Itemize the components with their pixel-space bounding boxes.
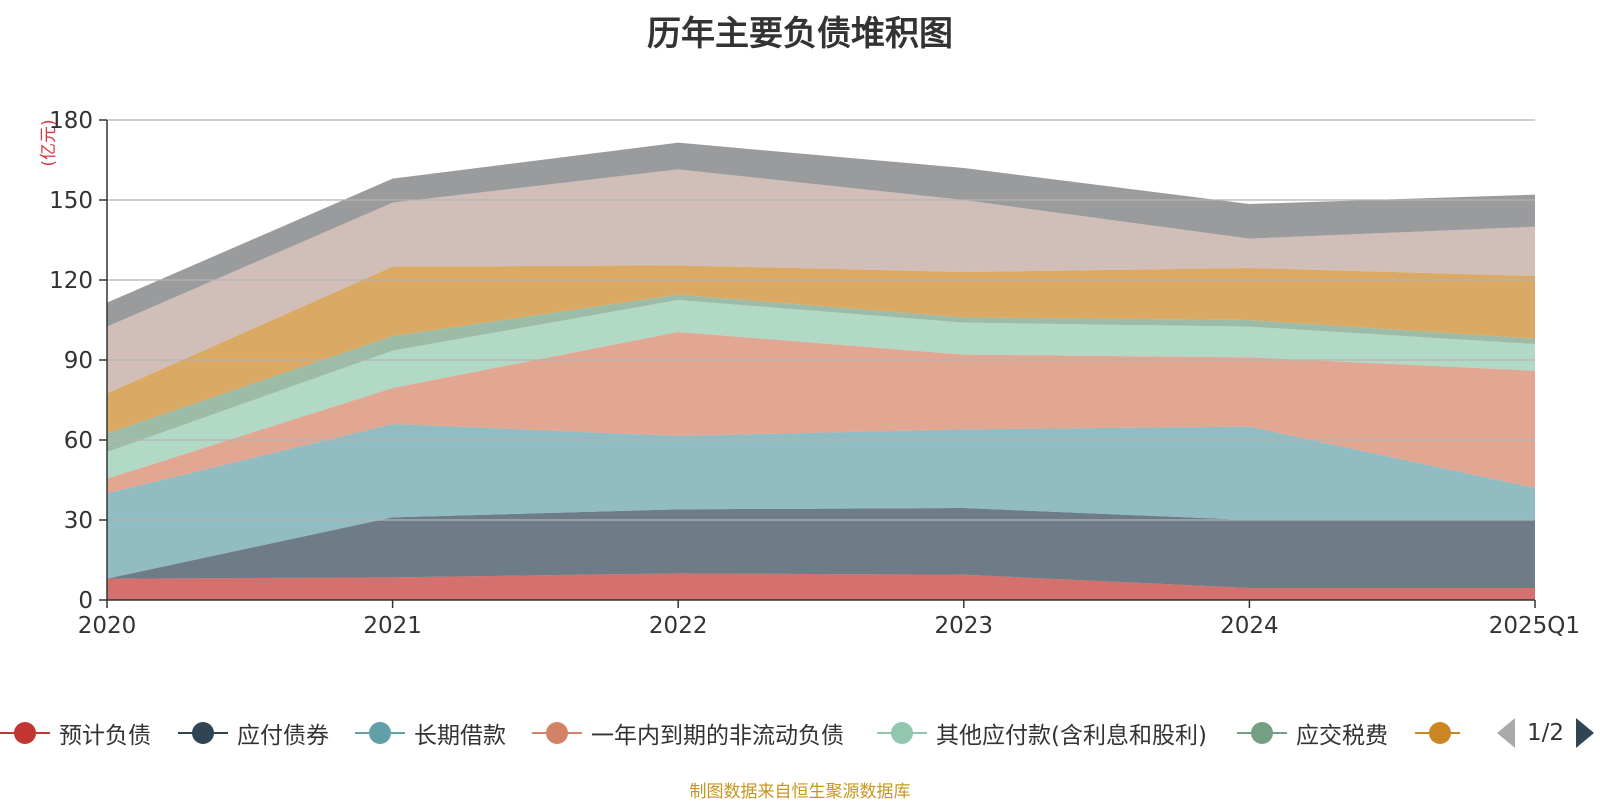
legend-symbol-icon [1237, 718, 1287, 748]
legend-label: 应交税费 [1296, 723, 1388, 749]
x-tick-label: 2024 [1220, 613, 1279, 639]
area-series-4[interactable] [107, 332, 1535, 494]
x-tick-label: 2020 [78, 613, 137, 639]
legend-symbol-icon [178, 718, 228, 748]
area-series-9[interactable] [107, 142, 1535, 327]
x-tick-label: 2023 [935, 613, 994, 639]
legend-symbol-icon [1415, 718, 1460, 748]
x-tick-label: 2021 [363, 613, 422, 639]
legend-symbol-icon [877, 718, 927, 748]
y-tick-label: 90 [64, 348, 93, 374]
y-tick-label: 60 [64, 428, 93, 454]
area-series-2[interactable] [107, 508, 1535, 588]
legend-symbol-icon [0, 718, 50, 748]
area-series-5[interactable] [107, 300, 1535, 479]
area-series-3[interactable] [107, 424, 1535, 579]
legend-item[interactable]: 其他应付款(含利息和股利) [877, 713, 1207, 753]
legend-symbol-icon [355, 718, 405, 748]
data-source-note: 制图数据来自恒生聚源数据库 [689, 782, 911, 802]
area-series-7[interactable] [107, 265, 1535, 434]
area-series-8[interactable] [107, 169, 1535, 394]
legend-page-indicator: 1/2 [1527, 720, 1565, 746]
area-series-6[interactable] [107, 294, 1535, 452]
y-tick-label: 0 [78, 588, 93, 614]
legend-label: 一年内到期的非流动负债 [591, 723, 844, 749]
y-tick-label: 30 [64, 508, 93, 534]
legend-label: 应付债券 [237, 723, 329, 749]
x-tick-label: 2025Q1 [1489, 613, 1580, 639]
stacked-area-chart: 0 30 60 90 120 150 180 2020 2021 2022 2023 2024 2025… [49, 108, 1580, 639]
legend-prev-page-icon[interactable] [1497, 718, 1515, 748]
y-tick-label: 150 [49, 188, 93, 214]
legend-label: 其他应付款(含利息和股利) [936, 723, 1207, 749]
area-series-1[interactable] [107, 573, 1535, 600]
legend-item[interactable]: 应交税费 [1237, 713, 1388, 753]
legend: 预计负债 应付债券 长期借款 一年内到期的非流动负债 其他应付款(含利息和股利) 应交税费… [0, 713, 1460, 753]
chart-title: 历年主要负债堆积图 [647, 14, 953, 54]
legend-pager: 1/2 [1497, 715, 1595, 751]
legend-item[interactable]: 预计负债 [0, 713, 151, 753]
legend-item[interactable]: 长期借款 [355, 713, 506, 753]
legend-label: 预计负债 [59, 723, 151, 749]
y-tick-label: 120 [49, 268, 93, 294]
legend-item[interactable]: 应付账款 [1415, 713, 1460, 753]
legend-label: 长期借款 [414, 723, 506, 749]
legend-item[interactable]: 一年内到期的非流动负债 [532, 713, 844, 753]
legend-symbol-icon [532, 718, 582, 748]
y-tick-label: 180 [49, 108, 93, 134]
legend-item[interactable]: 应付债券 [178, 713, 329, 753]
x-tick-label: 2022 [649, 613, 708, 639]
legend-next-page-icon[interactable] [1576, 718, 1595, 748]
